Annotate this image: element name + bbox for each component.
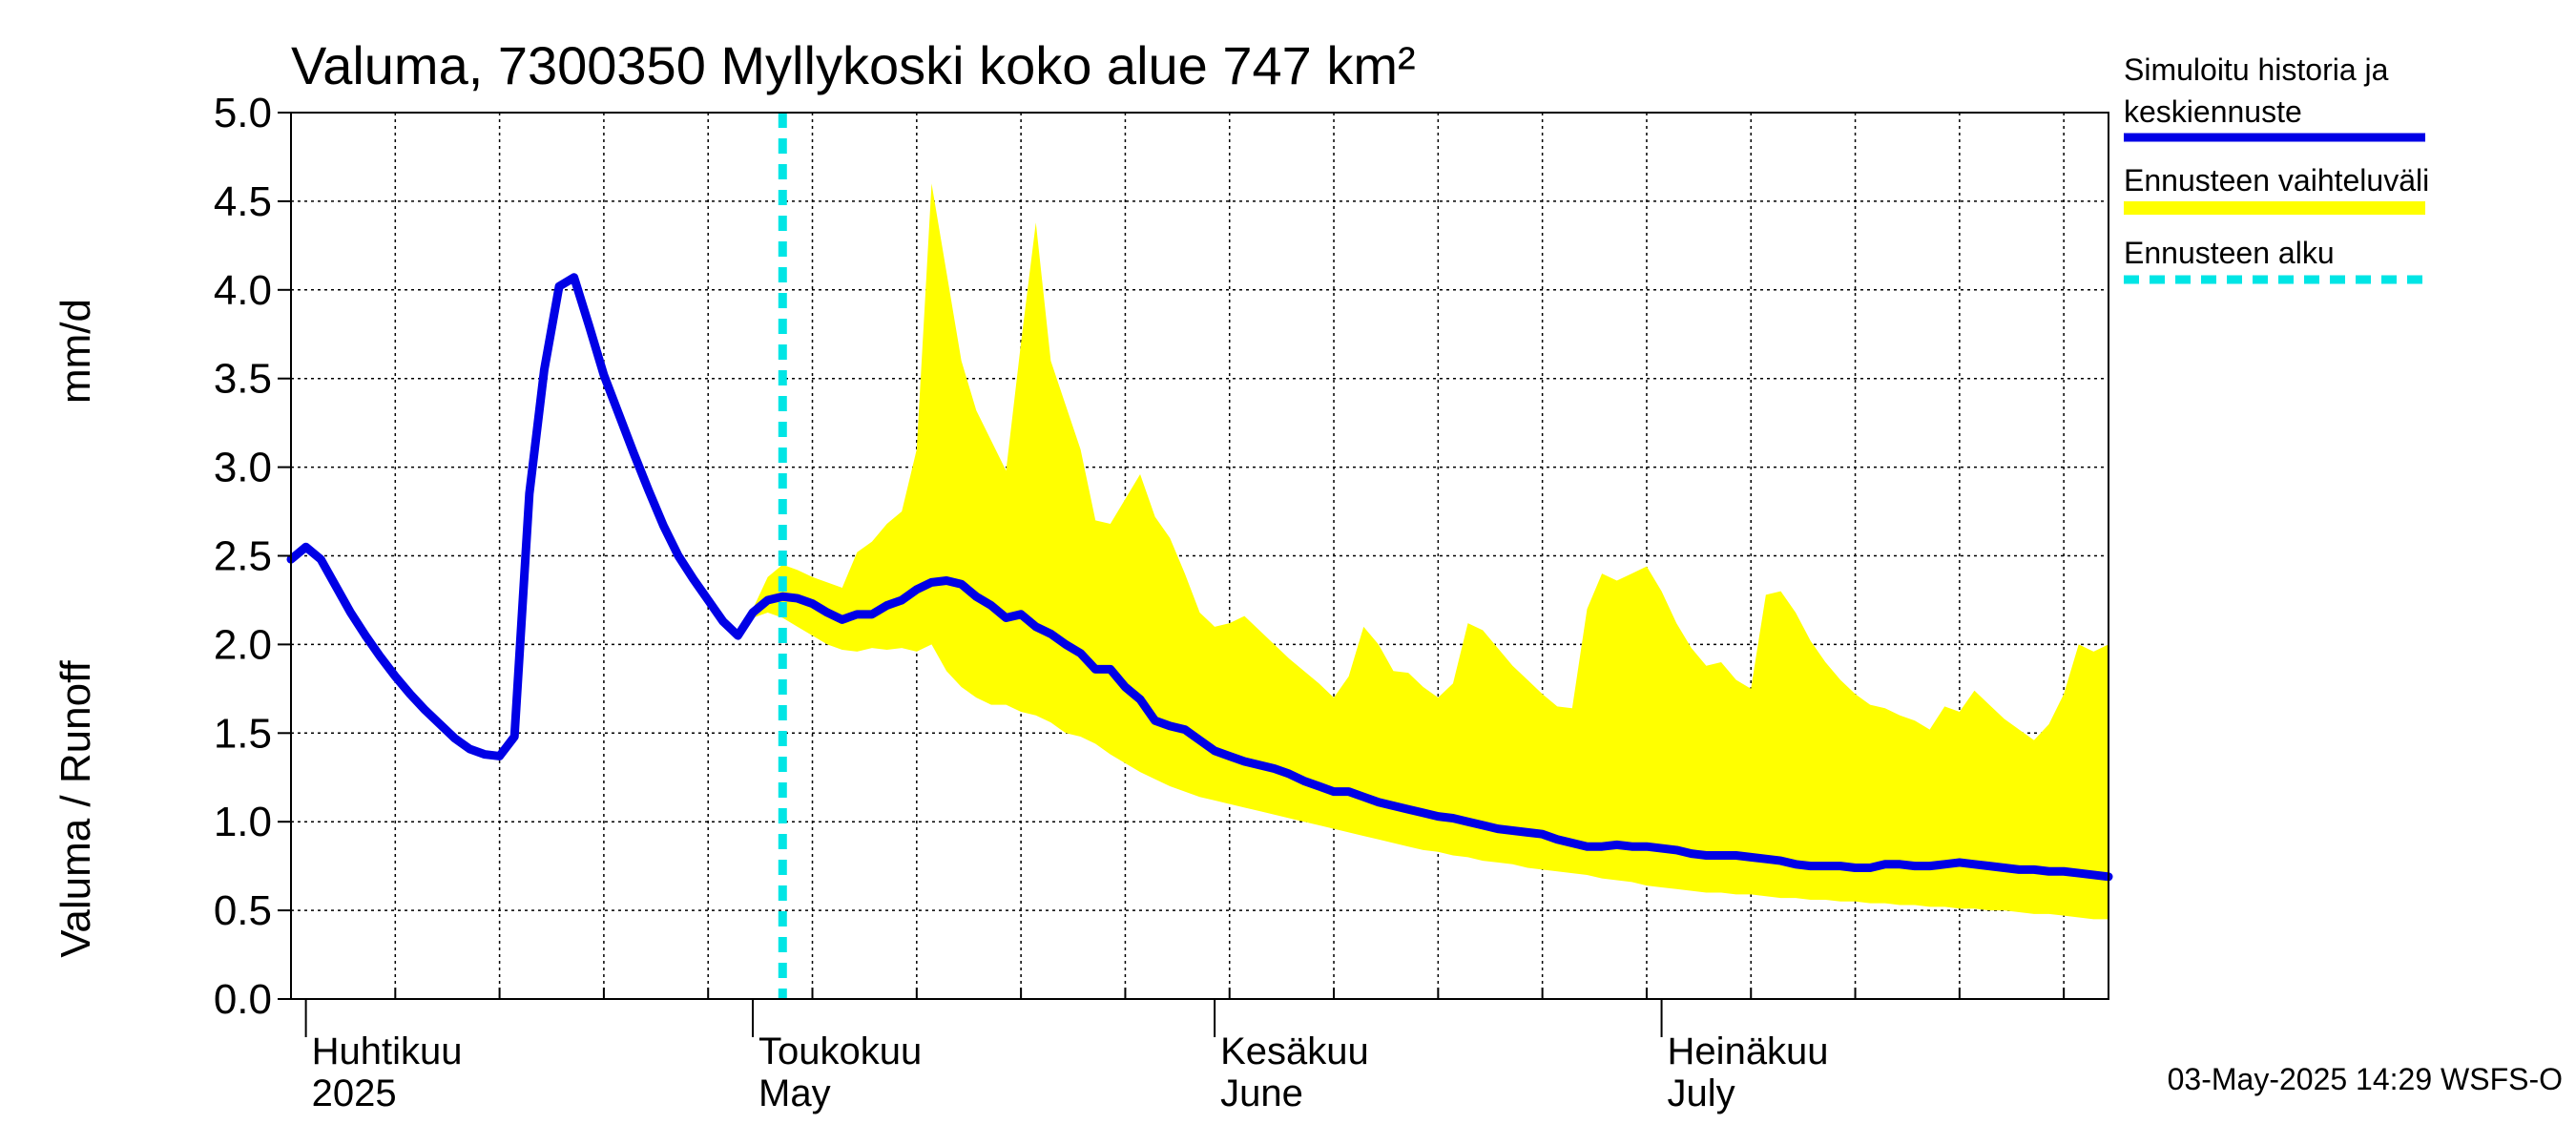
y-tick-label: 4.0 [214, 267, 272, 314]
y-tick-label: 1.5 [214, 710, 272, 757]
x-month-sublabel: May [758, 1072, 831, 1114]
y-tick-label: 3.0 [214, 445, 272, 491]
y-tick-label: 2.0 [214, 621, 272, 668]
y-tick-labels: 0.0 0.5 1.0 1.5 2.0 2.5 3.0 3.5 4.0 4.5 5.0 [214, 90, 272, 1023]
forecast-range-band [753, 183, 2109, 920]
y-tick-label: 5.0 [214, 90, 272, 136]
y-axis-unit: mm/d [52, 299, 99, 404]
x-month-sublabel: July [1668, 1072, 1735, 1114]
simulated-runoff-line [286, 273, 2113, 882]
y-tick-label: 0.0 [214, 976, 272, 1023]
x-month-sublabel: 2025 [312, 1072, 397, 1114]
y-tick-label: 3.5 [214, 356, 272, 403]
timestamp-footer: 03-May-2025 14:29 WSFS-O [2168, 1062, 2563, 1096]
legend-label-simulated-2: keskiennuste [2124, 94, 2302, 129]
x-month-label: Huhtikuu [312, 1030, 463, 1072]
x-month-label: Kesäkuu [1220, 1030, 1369, 1072]
legend-label-forecast-start: Ennusteen alku [2124, 236, 2335, 270]
legend: Simuloitu historia ja keskiennuste Ennuste… [2124, 52, 2429, 284]
legend-label-range: Ennusteen vaihteluväli [2124, 163, 2429, 198]
simulated-runoff-line-group [286, 273, 2113, 882]
x-month-label: Heinäkuu [1668, 1030, 1829, 1072]
axis-ticks [278, 112, 2066, 1037]
y-tick-label: 1.0 [214, 799, 272, 845]
y-tick-label: 2.5 [214, 533, 272, 580]
chart-title: Valuma, 7300350 Myllykoski koko alue 747… [291, 35, 1416, 95]
y-axis-label: Valuma / Runoff [52, 660, 99, 958]
y-tick-label: 4.5 [214, 178, 272, 225]
legend-label-simulated: Simuloitu historia ja [2124, 52, 2389, 87]
x-month-sublabel: June [1220, 1072, 1303, 1114]
y-tick-label: 0.5 [214, 887, 272, 934]
forecast-range-area [753, 183, 2109, 920]
x-month-label: Toukokuu [758, 1030, 922, 1072]
